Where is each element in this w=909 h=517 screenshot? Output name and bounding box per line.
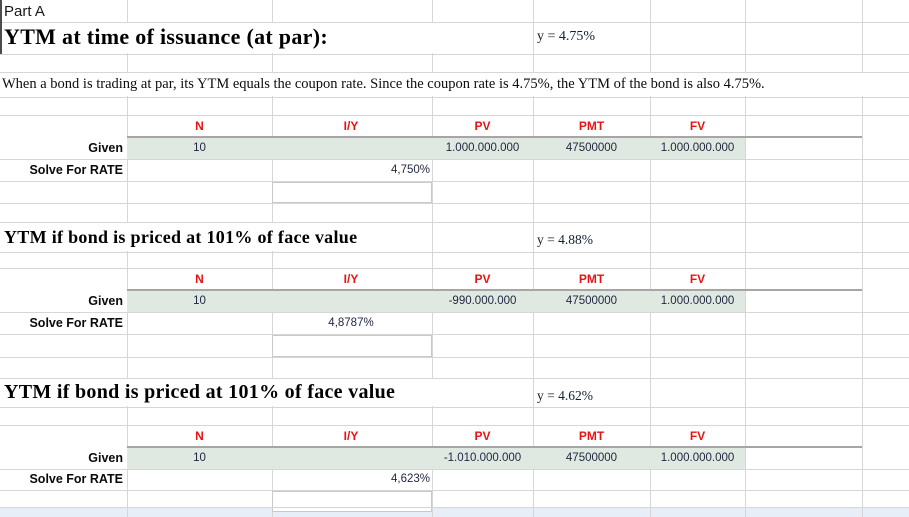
s3-yield-cell[interactable]: y = 4.62% <box>537 388 593 403</box>
gridline-horizontal <box>0 268 909 269</box>
s3-header-fv[interactable]: FV <box>689 429 706 443</box>
gridline-horizontal <box>0 425 909 426</box>
s3-header-pv[interactable]: PV <box>474 429 491 443</box>
table-top-border <box>127 446 862 448</box>
s2-given-label-cell[interactable]: Given <box>88 294 123 308</box>
given-row-highlight <box>127 448 745 469</box>
s3-given-fv-cell[interactable]: 1.000.000.000 <box>660 452 735 464</box>
s2-header-iy[interactable]: I/Y <box>343 272 359 286</box>
s2-given-pv-cell[interactable]: -990.000.000 <box>448 295 517 307</box>
gridline-horizontal <box>0 22 909 23</box>
table-top-border <box>127 136 862 138</box>
s1-title-cell[interactable]: YTM at time of issuance (at par): <box>4 24 328 49</box>
gridline-horizontal <box>0 490 909 491</box>
s2-header-fv[interactable]: FV <box>689 272 706 286</box>
s2-header-pv[interactable]: PV <box>474 272 491 286</box>
s1-yield-cell[interactable]: y = 4.75% <box>537 29 596 44</box>
empty-bordered-cell[interactable] <box>272 182 432 203</box>
s2-solve-rate-cell[interactable]: 4,8787% <box>328 317 374 329</box>
s1-given-pmt-cell[interactable]: 47500000 <box>565 142 618 154</box>
s3-given-n-cell[interactable]: 10 <box>193 452 206 464</box>
s1-header-pmt[interactable]: PMT <box>578 119 605 133</box>
s1-solve-rate-cell[interactable]: 4,750% <box>390 164 430 176</box>
gridline-vertical <box>432 0 433 517</box>
s2-given-n-cell[interactable]: 10 <box>193 295 206 307</box>
overflow-mask <box>0 379 500 406</box>
s2-yield-cell[interactable]: y = 4.88% <box>537 232 593 247</box>
gridline-horizontal <box>0 357 909 358</box>
s3-solve-label-cell[interactable]: Solve For RATE <box>29 472 123 486</box>
gridline-vertical <box>533 0 534 517</box>
s3-solve-rate-cell[interactable]: 4,623% <box>390 473 430 485</box>
s1-given-n-cell[interactable]: 10 <box>193 142 206 154</box>
s3-header-pmt[interactable]: PMT <box>578 429 605 443</box>
overflow-mask <box>0 73 909 96</box>
s3-given-pmt-cell[interactable]: 47500000 <box>565 452 618 464</box>
overflow-mask <box>0 23 470 53</box>
gridline-horizontal <box>0 54 909 55</box>
empty-bordered-cell[interactable] <box>272 335 432 357</box>
window-edge <box>0 0 2 54</box>
gridline-horizontal <box>0 222 909 223</box>
s1-header-n[interactable]: N <box>195 119 204 133</box>
gridline-horizontal <box>0 378 909 379</box>
s3-title-cell[interactable]: YTM if bond is priced at 101% of face va… <box>4 381 396 403</box>
gridline-vertical <box>862 0 863 517</box>
cell-part-a[interactable]: Part A <box>4 3 45 20</box>
gridline-horizontal <box>0 115 909 116</box>
s3-header-iy[interactable]: I/Y <box>343 429 359 443</box>
table-top-border <box>127 289 862 291</box>
s2-header-pmt[interactable]: PMT <box>578 272 605 286</box>
gridline-horizontal <box>0 203 909 204</box>
s1-given-pv-cell[interactable]: 1.000.000.000 <box>445 142 520 154</box>
s2-header-n[interactable]: N <box>195 272 204 286</box>
s1-header-iy[interactable]: I/Y <box>343 119 359 133</box>
gridline-vertical <box>745 0 746 517</box>
bottom-row-band <box>0 507 909 517</box>
gridline-horizontal <box>0 159 909 160</box>
s1-given-fv-cell[interactable]: 1.000.000.000 <box>660 142 735 154</box>
gridline-horizontal <box>0 181 909 182</box>
s1-solve-label-cell[interactable]: Solve For RATE <box>29 163 123 177</box>
gridline-horizontal <box>0 97 909 98</box>
s1-header-fv[interactable]: FV <box>689 119 706 133</box>
s2-solve-label-cell[interactable]: Solve For RATE <box>29 316 123 330</box>
given-row-highlight <box>127 138 745 159</box>
gridline-horizontal <box>0 469 909 470</box>
gridline-horizontal <box>0 407 909 408</box>
overflow-mask <box>0 223 430 251</box>
gridline-horizontal <box>0 252 909 253</box>
s2-title-cell[interactable]: YTM if bond is priced at 101% of face va… <box>4 227 358 247</box>
gridline-horizontal <box>0 312 909 313</box>
gridline-vertical <box>127 0 128 517</box>
gridline-horizontal <box>0 334 909 335</box>
s1-given-label-cell[interactable]: Given <box>88 141 123 155</box>
s2-given-fv-cell[interactable]: 1.000.000.000 <box>660 295 735 307</box>
s3-header-n[interactable]: N <box>195 429 204 443</box>
gridline-horizontal <box>0 507 909 508</box>
s1-note-cell[interactable]: When a bond is trading at par, its YTM e… <box>2 76 765 92</box>
gridline-horizontal <box>0 72 909 73</box>
gridline-vertical <box>272 0 273 517</box>
s1-header-pv[interactable]: PV <box>474 119 491 133</box>
s3-given-pv-cell[interactable]: -1.010.000.000 <box>443 452 522 464</box>
empty-bordered-cell[interactable] <box>272 491 432 512</box>
s2-given-pmt-cell[interactable]: 47500000 <box>565 295 618 307</box>
s3-given-label-cell[interactable]: Given <box>88 451 123 465</box>
given-row-highlight <box>127 291 745 312</box>
gridline-vertical <box>650 0 651 517</box>
